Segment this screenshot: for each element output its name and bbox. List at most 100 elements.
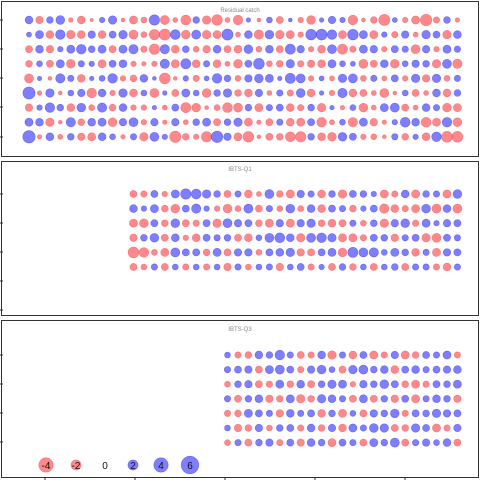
residual-bubble [129, 74, 138, 83]
residual-bubble [453, 365, 462, 374]
residual-bubble [45, 117, 55, 127]
residual-bubble [284, 43, 296, 55]
residual-bubble [140, 45, 148, 53]
residual-bubble [359, 380, 368, 389]
residual-bubble [391, 17, 398, 23]
residual-bubble [244, 103, 253, 112]
residual-bubble [160, 233, 169, 242]
residual-bubble [234, 190, 242, 198]
residual-bubble [234, 233, 242, 242]
residual-bubble [370, 190, 377, 198]
residual-bubble [222, 88, 233, 98]
residual-bubble [129, 88, 138, 98]
residual-bubble [390, 74, 399, 83]
residual-bubble [223, 395, 232, 403]
residual-bubble [234, 351, 242, 359]
residual-bubble [35, 117, 44, 127]
residual-bubble [381, 119, 387, 125]
residual-bubble [234, 75, 242, 82]
residual-bubble [170, 247, 181, 258]
residual-bubble [453, 351, 461, 359]
residual-bubble [233, 117, 243, 127]
residual-bubble [358, 44, 368, 54]
residual-bubble [422, 366, 430, 374]
residual-bubble [161, 219, 169, 227]
residual-bubble [411, 117, 420, 127]
residual-bubble [327, 233, 337, 243]
residual-bubble [158, 28, 171, 41]
residual-bubble [265, 248, 274, 257]
residual-bubble [348, 88, 358, 98]
residual-bubble [360, 133, 367, 140]
residual-bubble [180, 102, 192, 113]
residual-bubble [319, 90, 325, 96]
residual-bubble [295, 73, 306, 84]
residual-bubble [265, 380, 273, 388]
residual-bubble [359, 438, 368, 447]
residual-bubble [286, 351, 294, 359]
panel-residual-catch: Residual catch [1, 1, 479, 157]
residual-bubble [159, 44, 170, 55]
residual-bubble [317, 103, 327, 113]
residual-bubble [140, 263, 148, 271]
residual-bubble [254, 394, 264, 404]
residual-bubble [213, 89, 221, 97]
residual-bubble [255, 249, 263, 256]
residual-bubble [422, 74, 431, 83]
residual-bubble [370, 365, 378, 374]
residual-bubble [358, 364, 369, 375]
residual-bubble [421, 103, 431, 112]
residual-bubble [162, 90, 168, 96]
residual-bubble [57, 133, 64, 140]
residual-bubble [66, 30, 76, 40]
residual-bubble [432, 30, 441, 39]
residual-bubble [431, 232, 442, 243]
residual-bubble [254, 409, 263, 418]
residual-bubble [422, 351, 430, 359]
residual-bubble [243, 408, 253, 418]
residual-bubble [348, 365, 358, 375]
residual-bubble [254, 380, 263, 389]
residual-bubble [77, 15, 86, 25]
residual-bubble [390, 394, 399, 403]
residual-bubble [140, 205, 147, 212]
residual-bubble [286, 424, 295, 432]
residual-bubble [243, 44, 254, 54]
residual-bubble [243, 203, 254, 214]
residual-bubble [275, 379, 285, 389]
residual-bubble [401, 89, 409, 97]
residual-bubble [87, 132, 97, 142]
residual-bubble [265, 118, 274, 127]
residual-bubble [182, 234, 189, 241]
residual-bubble [234, 365, 242, 374]
residual-bubble [379, 203, 390, 214]
residual-bubble [254, 365, 263, 374]
residual-bubble [191, 59, 201, 69]
residual-bubble [276, 60, 284, 68]
residual-bubble [254, 103, 264, 112]
residual-bubble [151, 60, 158, 67]
residual-bubble [452, 189, 463, 199]
residual-bubble [255, 45, 263, 53]
residual-bubble [181, 248, 190, 257]
residual-bubble [202, 30, 212, 40]
residual-bubble [24, 15, 34, 25]
residual-bubble [422, 438, 431, 447]
residual-bubble [243, 117, 253, 127]
residual-bubble [379, 379, 390, 389]
residual-bubble [390, 350, 399, 360]
residual-bubble [411, 89, 420, 97]
residual-bubble [264, 218, 274, 228]
residual-bubble [433, 220, 440, 227]
residual-bubble [211, 130, 224, 143]
residual-bubble [244, 395, 253, 403]
residual-bubble [88, 60, 95, 67]
residual-bubble [369, 350, 379, 360]
residual-bubble [307, 248, 315, 257]
residual-bubble [317, 219, 326, 227]
residual-bubble [390, 408, 400, 419]
residual-bubble [317, 189, 326, 199]
residual-bubble [390, 233, 399, 242]
residual-bubble [139, 74, 149, 83]
residual-bubble [454, 17, 460, 23]
